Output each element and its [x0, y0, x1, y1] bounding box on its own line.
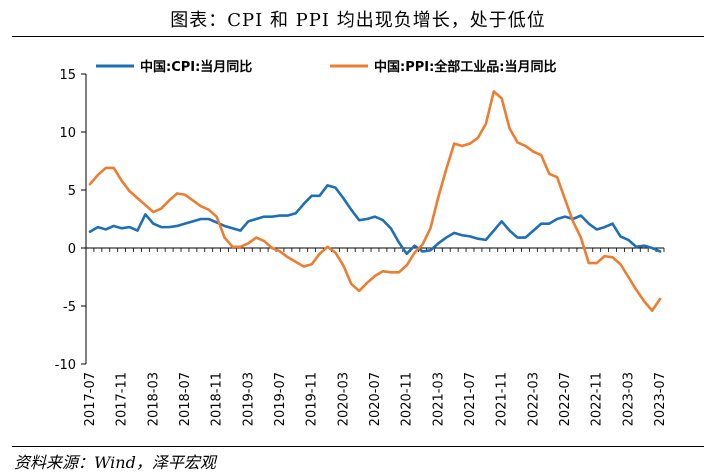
title-rule — [12, 36, 704, 37]
x-tick-label: 2020-11 — [400, 372, 415, 426]
y-tick-label: 5 — [68, 184, 76, 199]
chart-axes: -10 -5 0 5 10 15 2017-07 2017-11 2018-03 2018-07 2… — [55, 68, 668, 426]
x-tick-label: 2021-03 — [431, 372, 446, 426]
x-tick-label: 2018-03 — [146, 372, 161, 426]
x-tick-label: 2020-07 — [368, 372, 383, 426]
legend-label: 中国:CPI:当月同比 — [140, 59, 252, 75]
x-tick-label: 2018-07 — [178, 372, 193, 426]
x-tick-label: 2019-11 — [305, 372, 320, 426]
x-tick-label: 2022-03 — [526, 372, 541, 426]
ppi-series-line — [88, 90, 662, 312]
bottom-rule — [12, 446, 704, 447]
y-tick-label: 0 — [68, 242, 76, 257]
x-tick-label: 2021-11 — [495, 372, 510, 426]
x-tick-label: 2019-03 — [241, 372, 256, 426]
x-tick-label: 2023-07 — [653, 372, 668, 426]
y-tick-label: -5 — [63, 300, 76, 315]
x-tick-label: 2022-07 — [558, 372, 573, 426]
chart-series — [88, 90, 662, 312]
x-tick-label: 2017-07 — [83, 372, 98, 426]
source-note: 资料来源：Wind，泽平宏观 — [14, 453, 216, 472]
x-tick-label: 2019-07 — [273, 372, 288, 426]
y-tick-label: 15 — [59, 68, 76, 83]
cpi-series-line — [88, 184, 662, 256]
legend-label: 中国:PPI:全部工业品:当月同比 — [374, 59, 557, 75]
x-tick-label: 2022-11 — [590, 372, 605, 426]
y-tick-label: 10 — [59, 126, 76, 141]
y-tick-label: -10 — [55, 358, 76, 373]
x-tick-label: 2021-07 — [463, 372, 478, 426]
x-tick-label: 2017-11 — [115, 372, 130, 426]
x-tick-label: 2020-03 — [336, 372, 351, 426]
chart-legend: 中国:CPI:当月同比 中国:PPI:全部工业品:当月同比 — [96, 59, 557, 75]
x-tick-label: 2023-03 — [621, 372, 636, 426]
x-tick-label: 2018-11 — [210, 372, 225, 426]
figure-title: 图表：CPI 和 PPI 均出现负增长，处于低位 — [170, 10, 546, 31]
